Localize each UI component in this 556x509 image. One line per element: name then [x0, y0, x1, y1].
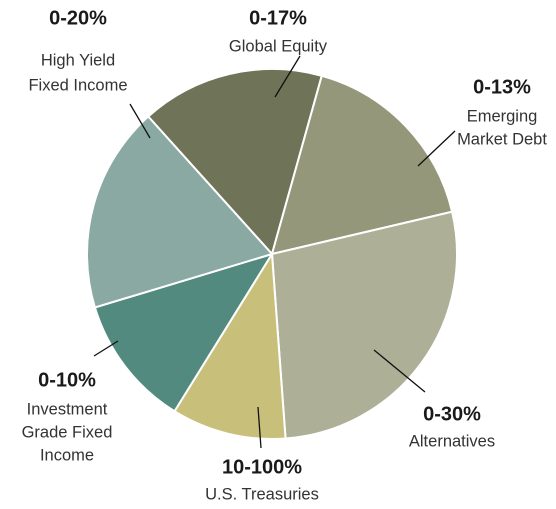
slice-range: 0-10% — [38, 369, 96, 391]
leader-line — [257, 406, 262, 449]
slice-range: 0-30% — [423, 403, 481, 425]
slice-range: 0-13% — [473, 76, 531, 98]
slice-label: Grade Fixed — [22, 423, 113, 441]
leader-line — [274, 55, 301, 98]
pie-slice — [86, 115, 274, 309]
pie-slice — [270, 74, 454, 256]
slice-label: Market Debt — [457, 130, 547, 148]
slice-label: Emerging — [467, 107, 538, 125]
pie-slice — [93, 252, 275, 413]
leader-line — [93, 340, 119, 357]
slice-label: High Yield — [41, 51, 115, 69]
pie-slice — [146, 68, 323, 257]
slice-range: 0-17% — [249, 7, 307, 29]
leader-line — [129, 103, 151, 139]
slice-label: Alternatives — [409, 432, 495, 450]
slice-label: Global Equity — [229, 37, 328, 55]
leader-line — [417, 130, 456, 167]
slice-label: U.S. Treasuries — [205, 485, 319, 503]
leader-line — [373, 349, 426, 393]
slice-label: Investment — [27, 400, 108, 418]
pie-slice — [270, 210, 458, 440]
slice-range: 0-20% — [49, 7, 107, 29]
slice-label: Fixed Income — [28, 76, 127, 94]
slice-range: 10-100% — [222, 456, 302, 478]
pie-slice — [173, 250, 287, 440]
slice-label: Income — [40, 446, 94, 464]
